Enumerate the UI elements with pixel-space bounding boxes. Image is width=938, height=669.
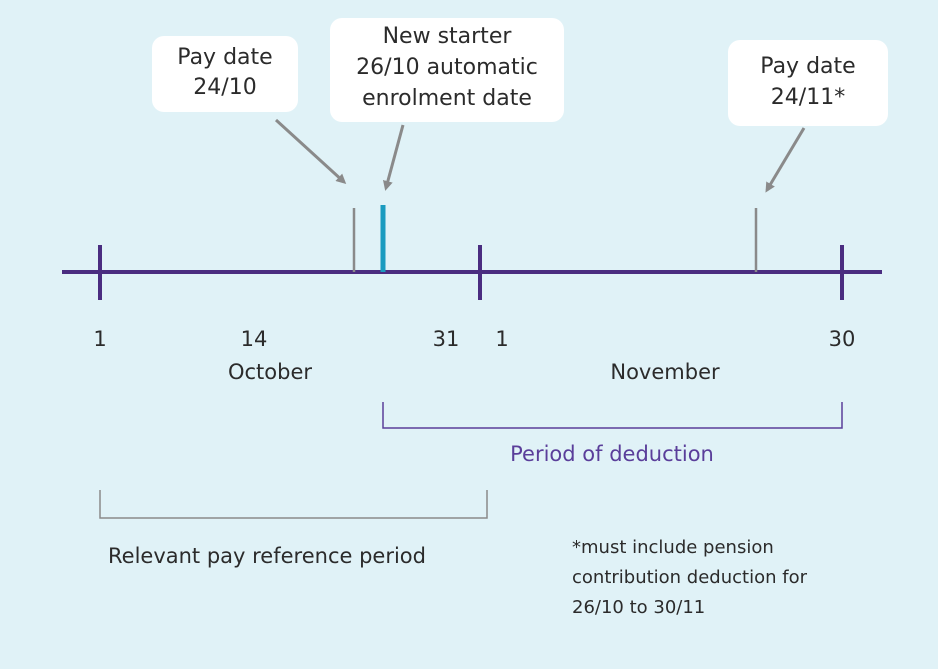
callout-text: Pay date bbox=[177, 45, 272, 70]
footnote: 26/10 to 30/11 bbox=[572, 597, 705, 618]
footnote: *must include pension bbox=[572, 537, 774, 558]
day-label: 30 bbox=[829, 327, 856, 351]
callout-text: 24/11* bbox=[771, 85, 845, 110]
day-label: 1 bbox=[495, 327, 508, 351]
callout-text: 26/10 automatic bbox=[356, 55, 538, 80]
callout-text: New starter bbox=[383, 24, 513, 49]
reference-bracket bbox=[99, 490, 488, 519]
day-label: 31 bbox=[433, 327, 460, 351]
arrow bbox=[382, 124, 405, 191]
month-label: November bbox=[610, 360, 720, 384]
callout-text: enrolment date bbox=[362, 86, 532, 111]
callout-text: 24/10 bbox=[193, 75, 256, 100]
month-label: October bbox=[228, 360, 312, 384]
callout-text: Pay date bbox=[760, 54, 855, 79]
arrow bbox=[765, 127, 806, 193]
day-label: 14 bbox=[241, 327, 268, 351]
arrow bbox=[274, 118, 347, 185]
deduction-bracket bbox=[382, 402, 843, 429]
footnote: contribution deduction for bbox=[572, 567, 808, 588]
day-label: 1 bbox=[93, 327, 106, 351]
callout-box bbox=[330, 18, 564, 122]
callout-box bbox=[728, 40, 888, 126]
deduction-label: Period of deduction bbox=[510, 442, 714, 466]
reference-label: Relevant pay reference period bbox=[108, 544, 426, 568]
callout-box bbox=[152, 36, 298, 112]
